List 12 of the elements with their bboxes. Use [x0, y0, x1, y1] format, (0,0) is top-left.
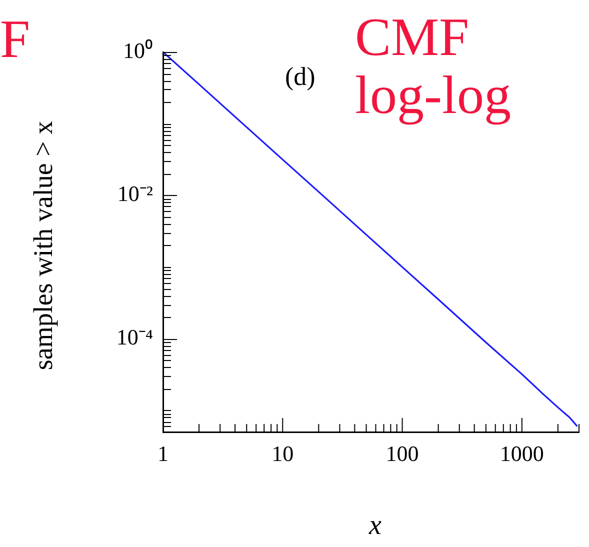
- x-tick-label: 1000: [500, 440, 544, 466]
- text: F: [0, 8, 30, 70]
- y-tick-label: 10⁻⁴: [116, 324, 154, 350]
- x-tick-label: 1: [158, 440, 168, 466]
- y-tick-label: 10⁻²: [117, 181, 154, 206]
- annotation: (d): [285, 62, 316, 92]
- x-tick-label: 100: [386, 440, 419, 466]
- annotation: CMF log-log: [355, 7, 512, 125]
- x-tick-label: 10: [272, 440, 294, 466]
- y-axis-title: samples with value > x: [28, 120, 59, 370]
- x-axis-title: x: [369, 510, 382, 542]
- y-tick-label: 10⁰: [123, 38, 153, 63]
